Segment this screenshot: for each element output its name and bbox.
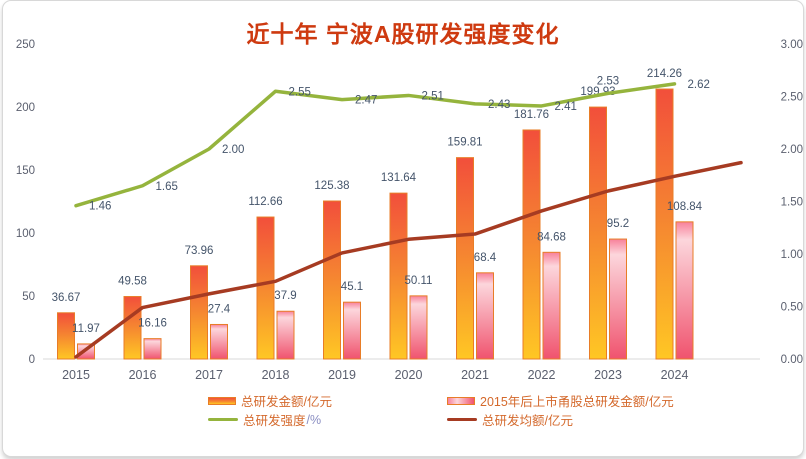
bar-post2015-rd-2016 xyxy=(143,338,162,360)
bar-value-label: 112.66 xyxy=(248,196,282,208)
x-axis-label: 2020 xyxy=(395,368,423,382)
bar-post2015-rd-2018 xyxy=(276,310,295,360)
left-axis-tick: 250 xyxy=(16,39,35,51)
x-axis-label: 2018 xyxy=(262,368,290,382)
rd-intensity-line xyxy=(74,82,677,208)
bar-post2015-rd-2022 xyxy=(542,251,561,360)
bar-value-label: 108.84 xyxy=(667,201,703,213)
bar-value-label: 95.2 xyxy=(607,218,629,230)
bar-value-label: 27.4 xyxy=(208,303,231,315)
bar-value-label: 125.38 xyxy=(314,180,349,192)
bar-total-rd-2015 xyxy=(57,312,75,360)
bar-value-label: 214.26 xyxy=(647,68,682,80)
bar-total-rd-2018 xyxy=(256,216,275,360)
bar-value-label: 49.58 xyxy=(118,276,147,288)
bar-value-label: 73.96 xyxy=(185,245,214,257)
bar-value-label: 159.81 xyxy=(447,137,482,149)
left-axis-tick: 200 xyxy=(16,102,35,114)
bar-total-rd-2019 xyxy=(323,200,341,360)
bar-value-label: 36.67 xyxy=(52,292,81,304)
right-axis-tick: 0.50 xyxy=(781,302,803,314)
line-value-label: 2.47 xyxy=(355,95,377,107)
rd-average-line xyxy=(74,160,743,359)
line-value-label: 1.65 xyxy=(156,181,178,193)
bar-total-rd-2024 xyxy=(655,88,674,360)
bar-value-label: 50.11 xyxy=(405,275,433,287)
x-axis-label: 2022 xyxy=(528,368,556,382)
bar-value-label: 131.64 xyxy=(381,172,417,184)
left-axis-tick: 50 xyxy=(22,291,35,303)
bar-value-label: 84.68 xyxy=(537,231,566,243)
chart-title: 近十年 宁波A股研发强度变化 xyxy=(246,21,560,47)
right-axis-tick: 1.00 xyxy=(781,249,803,261)
x-axis-label: 2017 xyxy=(195,368,223,382)
bar-value-label: 11.97 xyxy=(72,323,100,335)
bar-value-label: 45.1 xyxy=(341,281,363,293)
line-value-label: 2.41 xyxy=(555,101,577,113)
line-value-label: 1.46 xyxy=(89,201,111,213)
bar-total-rd-2017 xyxy=(190,265,208,360)
bar-post2015-rd-2021 xyxy=(476,272,494,360)
x-axis-label: 2024 xyxy=(661,368,689,382)
line-value-label: 2.53 xyxy=(597,75,619,87)
bar-total-rd-2023 xyxy=(589,106,607,360)
bar-total-rd-2021 xyxy=(456,157,474,360)
line-value-label: 2.00 xyxy=(222,144,244,156)
line-value-label: 2.55 xyxy=(289,86,311,98)
bar-value-label: 16.16 xyxy=(138,318,167,330)
x-axis-label: 2019 xyxy=(328,368,356,382)
bar-post2015-rd-2024 xyxy=(675,221,694,360)
bar-post2015-rd-2023 xyxy=(609,238,627,360)
line-value-label: 2.43 xyxy=(488,99,510,111)
rd-intensity-chart: 0 50 100 150 200 250 0.00 0.50 1.00 1.50 2.00 2.50 3… xyxy=(16,39,803,382)
x-axis-label: 2021 xyxy=(461,368,489,382)
bar-total-rd-2020 xyxy=(389,192,408,360)
bar-total-rd-2022 xyxy=(522,129,541,360)
left-axis-tick: 0 xyxy=(29,354,35,366)
x-axis-label: 2015 xyxy=(62,368,90,382)
right-axis-tick: 1.50 xyxy=(781,197,803,209)
bar-post2015-rd-2020 xyxy=(409,295,428,360)
right-axis-tick: 2.50 xyxy=(781,92,803,104)
left-axis-tick: 150 xyxy=(16,165,35,177)
line-value-label: 2.62 xyxy=(688,79,710,91)
bar-post2015-rd-2019 xyxy=(343,301,361,360)
left-axis-tick: 100 xyxy=(16,228,35,240)
bar-value-label: 37.9 xyxy=(274,290,296,302)
bar-post2015-rd-2017 xyxy=(210,323,228,360)
bar-value-label: 68.4 xyxy=(474,252,497,264)
x-axis-label: 2016 xyxy=(129,368,157,382)
x-axis-label: 2023 xyxy=(594,368,622,382)
right-axis-tick: 0.00 xyxy=(781,354,803,366)
right-axis-tick: 2.00 xyxy=(781,144,803,156)
right-axis-tick: 3.00 xyxy=(781,39,803,51)
bar-value-label: 181.76 xyxy=(514,109,549,121)
line-value-label: 2.51 xyxy=(422,90,444,102)
